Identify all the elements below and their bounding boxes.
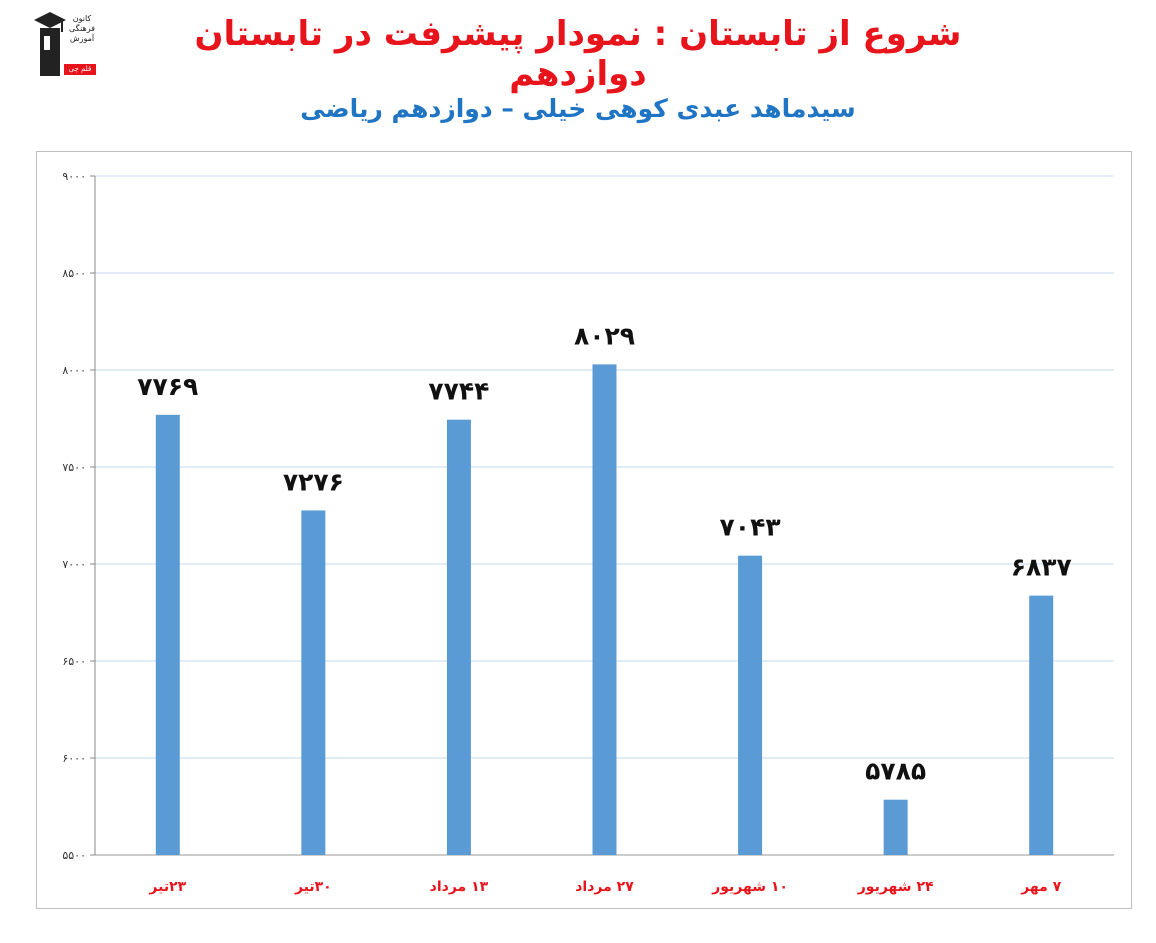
bar [301, 510, 326, 855]
y-tick-label: ۸۰۰۰ [62, 364, 86, 377]
y-tick-label: ۶۰۰۰ [62, 752, 86, 765]
x-category-label: ۳۰تیر [294, 879, 332, 895]
data-label: ۷۲۷۶ [283, 467, 344, 496]
y-tick-label: ۷۵۰۰ [62, 461, 86, 474]
data-label: ۷۰۴۳ [720, 513, 781, 542]
y-tick-label: ۸۵۰۰ [62, 267, 86, 280]
x-category-label: ۲۳تیر [148, 879, 186, 895]
bar [446, 419, 471, 855]
bar [592, 364, 617, 855]
brand-logo: کانون فرهنگی آموزش قلم چی [32, 6, 100, 78]
chart-frame [36, 151, 1132, 909]
data-label: ۷۷۶۹ [137, 372, 198, 401]
data-label: ۷۷۴۴ [428, 377, 489, 406]
x-category-label: ۱۳ مرداد [430, 879, 489, 895]
x-category-label: ۱۰ شهریور [711, 879, 788, 895]
data-label: ۶۸۳۷ [1011, 553, 1072, 582]
graduate-icon [34, 12, 66, 76]
y-tick-label: ۷۰۰۰ [62, 558, 86, 571]
x-category-label: ۷ مهر [1020, 879, 1062, 895]
logo-tag: قلم چی [64, 64, 96, 75]
bar [738, 555, 763, 855]
x-category-label: ۲۷ مرداد [575, 879, 634, 895]
logo-text: کانون فرهنگی آموزش [69, 14, 95, 43]
y-tick-label: ۹۰۰۰ [62, 170, 86, 183]
y-tick-label: ۵۵۰۰ [62, 849, 86, 862]
page-title: شروع از تابستان : نمودار پیشرفت در تابست… [194, 14, 962, 94]
bar [883, 799, 908, 855]
data-label: ۸۰۲۹ [574, 321, 635, 350]
bar [1029, 595, 1054, 855]
x-category-label: ۲۴ شهریور [857, 879, 934, 895]
page-subtitle: سیدماهد عبدی کوهی خیلی – دوازدهم ریاضی [300, 94, 856, 123]
bar [155, 414, 180, 855]
data-label: ۵۷۸۵ [865, 757, 926, 786]
y-tick-label: ۶۵۰۰ [62, 655, 86, 668]
